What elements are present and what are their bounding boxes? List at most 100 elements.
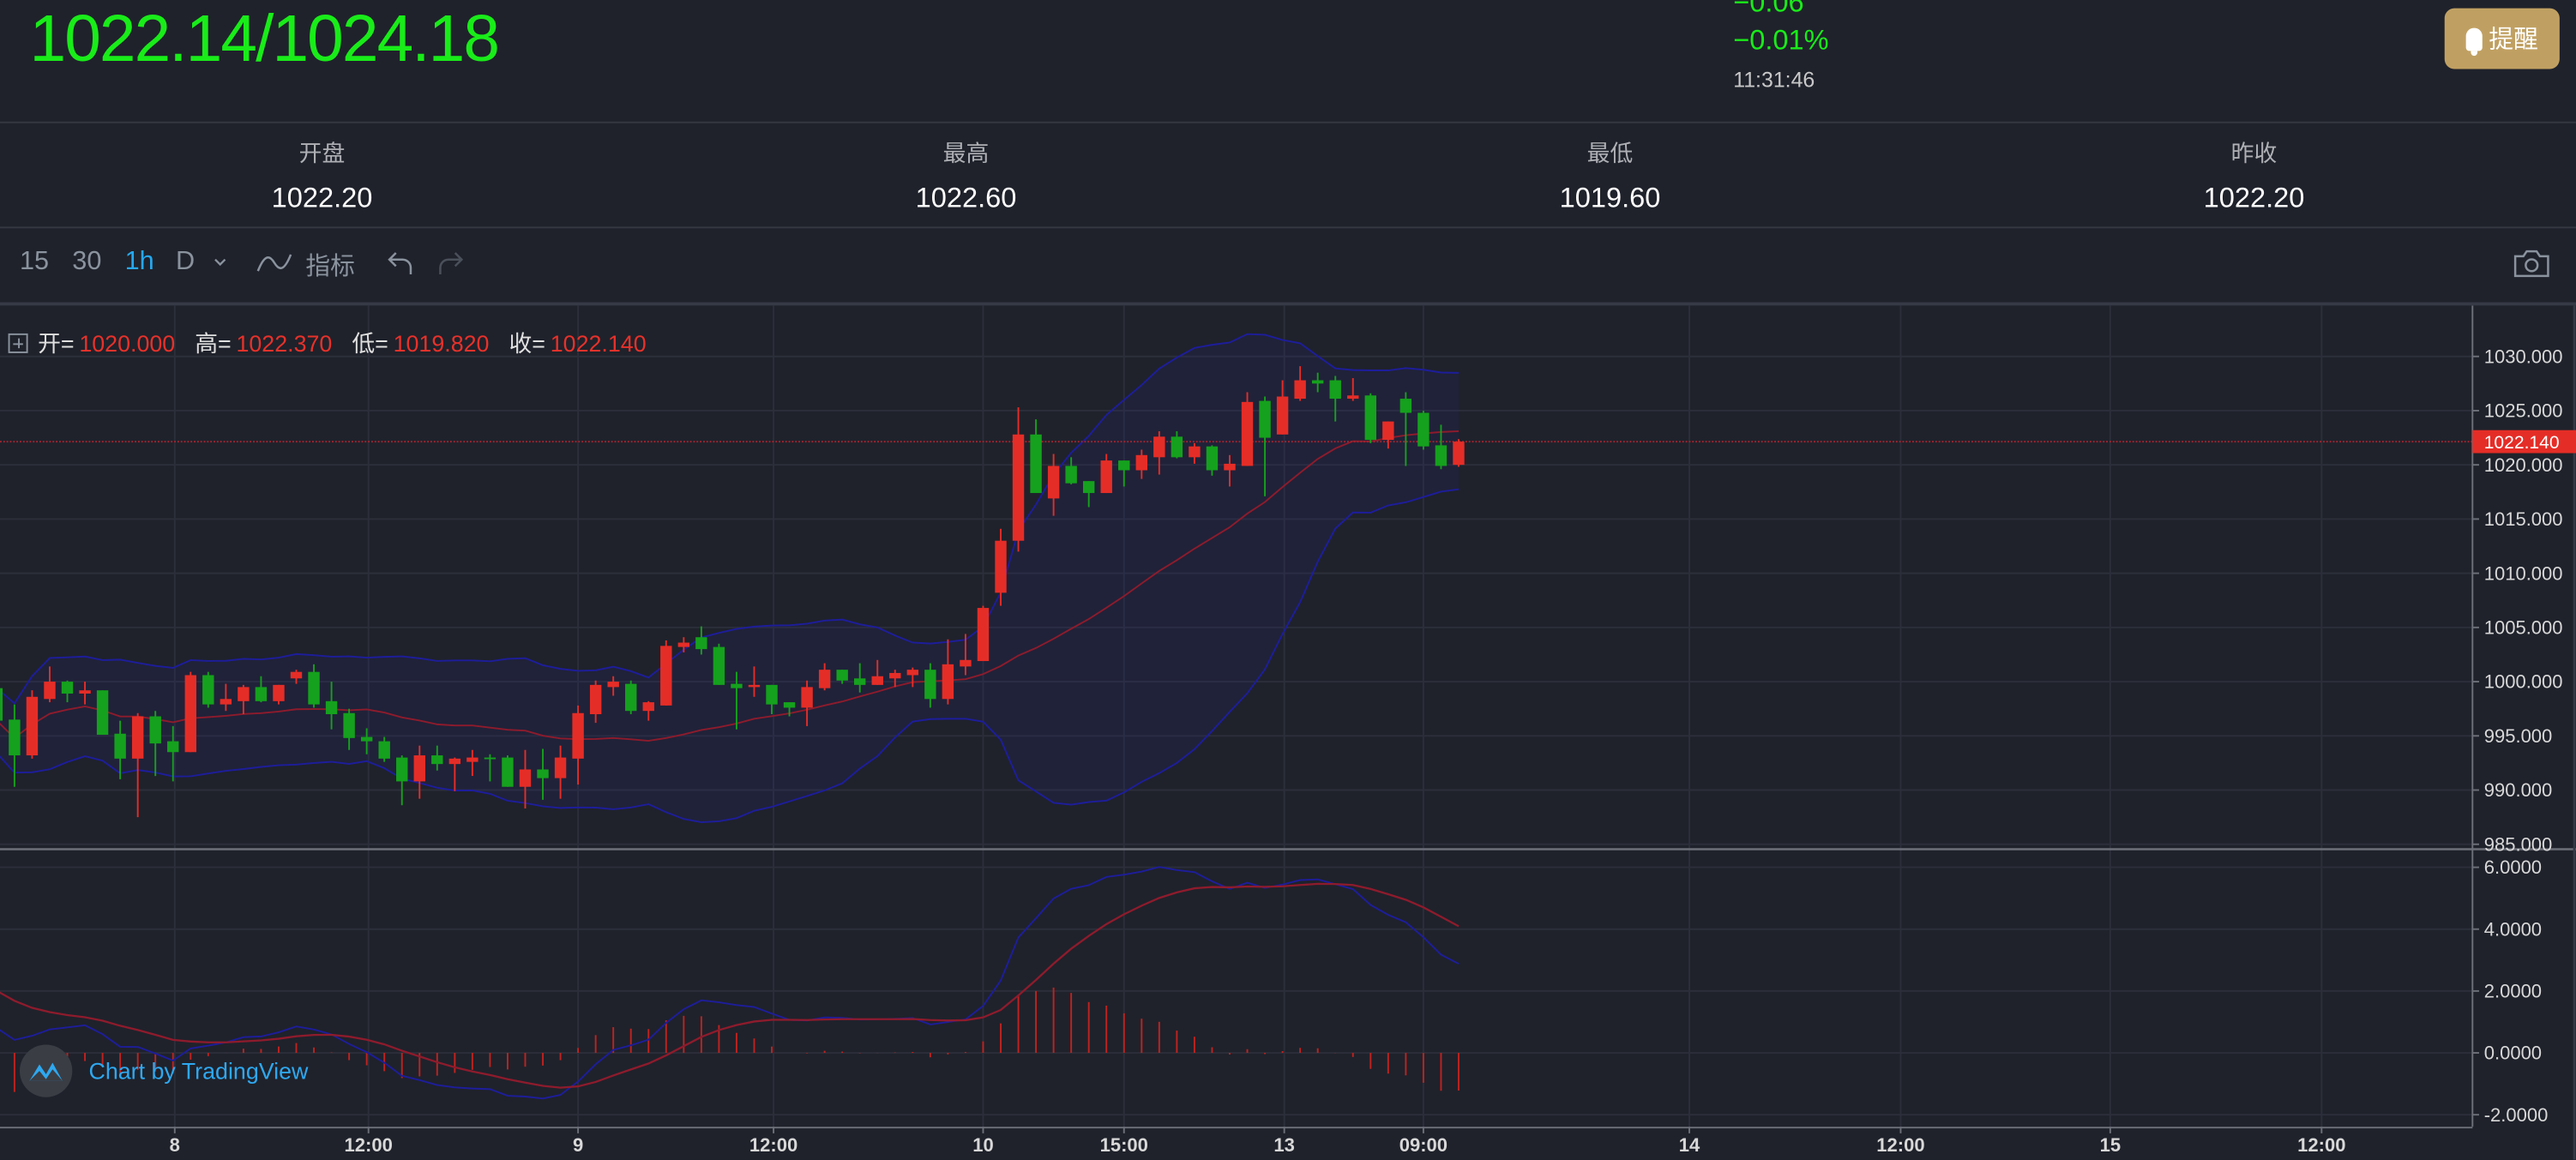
time-tick-label: 12:00 xyxy=(2297,1134,2345,1156)
candle-body xyxy=(607,682,619,688)
candle-body xyxy=(325,700,338,714)
candle xyxy=(79,682,91,705)
chart-toolbar: 15 30 1h D 指标 xyxy=(0,228,2576,304)
candle xyxy=(572,705,584,785)
candle xyxy=(44,666,56,703)
candle xyxy=(783,702,796,717)
time-tick-label: 8 xyxy=(170,1134,180,1156)
candle-body xyxy=(431,755,443,765)
candle xyxy=(448,757,461,791)
candle xyxy=(889,670,901,688)
candle-body xyxy=(290,671,303,679)
candle-body xyxy=(1100,460,1112,494)
time-tick-label: 13 xyxy=(1273,1134,1295,1156)
candle-body xyxy=(238,687,250,701)
stat-value: 1022.20 xyxy=(271,182,373,214)
candle xyxy=(731,671,743,730)
candle-body xyxy=(466,757,478,762)
candle xyxy=(466,749,478,777)
candle-body xyxy=(1259,400,1271,438)
candle-body xyxy=(695,637,707,650)
candle-body xyxy=(960,659,972,667)
candle xyxy=(1329,376,1341,422)
alert-button[interactable]: 提醒 xyxy=(2444,8,2560,69)
interval-15[interactable]: 15 xyxy=(19,248,50,276)
candle xyxy=(660,640,672,706)
time-tick-label: 15:00 xyxy=(1100,1134,1148,1156)
candle xyxy=(1012,407,1025,552)
candle-body xyxy=(61,682,74,694)
candle xyxy=(0,688,3,721)
candle xyxy=(818,663,831,691)
candle xyxy=(554,745,567,799)
axes: 1030.000 1025.000 1020.000 1015.000 1010.000… xyxy=(0,305,2576,1160)
last-price-text: 1022.140 xyxy=(2484,433,2560,453)
price-tick-label: 1030.000 xyxy=(2484,346,2563,367)
candle-body xyxy=(554,757,567,778)
candle xyxy=(273,684,285,705)
candle-body xyxy=(1189,446,1201,458)
candle xyxy=(290,670,303,684)
candle-body xyxy=(396,757,408,782)
candle xyxy=(431,745,443,771)
candle xyxy=(1153,430,1165,475)
price-tick-label: 1025.000 xyxy=(2484,400,2563,422)
candle-body xyxy=(713,646,725,685)
macd-dif-line xyxy=(0,866,1460,1100)
candle-body xyxy=(96,690,109,736)
candles xyxy=(0,366,1465,818)
indicator-wave-icon[interactable] xyxy=(256,251,292,274)
candle xyxy=(61,680,74,703)
candle-body xyxy=(836,670,848,681)
bollinger-upper xyxy=(0,333,1460,705)
candle xyxy=(1065,457,1077,484)
macd-tick-label: -2.0000 xyxy=(2484,1104,2549,1126)
candle-body xyxy=(977,608,990,662)
candle xyxy=(625,680,637,714)
candle xyxy=(537,748,549,800)
candle-body xyxy=(184,675,196,753)
redo-icon[interactable] xyxy=(436,249,465,276)
collapse-legend-icon[interactable] xyxy=(8,333,28,353)
indicators-button[interactable]: 指标 xyxy=(305,253,355,281)
undo-icon[interactable] xyxy=(386,249,415,276)
stat-value: 1019.60 xyxy=(1559,182,1661,214)
candle-body xyxy=(1065,466,1077,484)
candle-body xyxy=(995,540,1007,593)
interval-1h[interactable]: 1h xyxy=(124,248,154,276)
divider xyxy=(0,226,2576,229)
tradingview-watermark-text: Chart by TradingView xyxy=(88,1057,309,1085)
price-tick-label: 995.000 xyxy=(2484,725,2553,747)
candle xyxy=(502,755,514,787)
candle xyxy=(484,754,497,782)
interval-d[interactable]: D xyxy=(175,248,196,276)
candle-body xyxy=(1329,380,1341,400)
stat-open: 开盘 1022.20 xyxy=(0,123,644,227)
candle-body xyxy=(1347,395,1359,400)
candle xyxy=(977,605,990,662)
candle-body xyxy=(149,716,161,744)
candle-body xyxy=(202,675,214,705)
candle xyxy=(1100,454,1112,494)
interval-30[interactable]: 30 xyxy=(72,248,102,276)
candle xyxy=(1435,424,1447,470)
candle-body xyxy=(79,690,91,694)
chevron-down-icon[interactable] xyxy=(212,256,228,269)
time-tick-label: 12:00 xyxy=(749,1134,797,1156)
candle xyxy=(1453,439,1465,467)
tradingview-logo-icon xyxy=(19,1044,73,1097)
candle-body xyxy=(519,769,532,787)
price-tick-label: 1010.000 xyxy=(2484,562,2563,584)
candle-body xyxy=(889,672,901,679)
candle xyxy=(677,637,690,652)
candle-body xyxy=(766,684,778,705)
candle-body xyxy=(9,719,21,756)
candle xyxy=(642,700,654,721)
camera-icon[interactable] xyxy=(2512,248,2551,278)
candle xyxy=(360,728,373,754)
candle xyxy=(1241,392,1254,466)
legend-low-value: 1019.820 xyxy=(393,330,490,357)
candle xyxy=(1224,454,1236,487)
price-chart[interactable]: 1030.000 1025.000 1020.000 1015.000 1010.000… xyxy=(0,305,2576,1160)
tradingview-watermark[interactable]: Chart by TradingView xyxy=(19,1044,309,1097)
